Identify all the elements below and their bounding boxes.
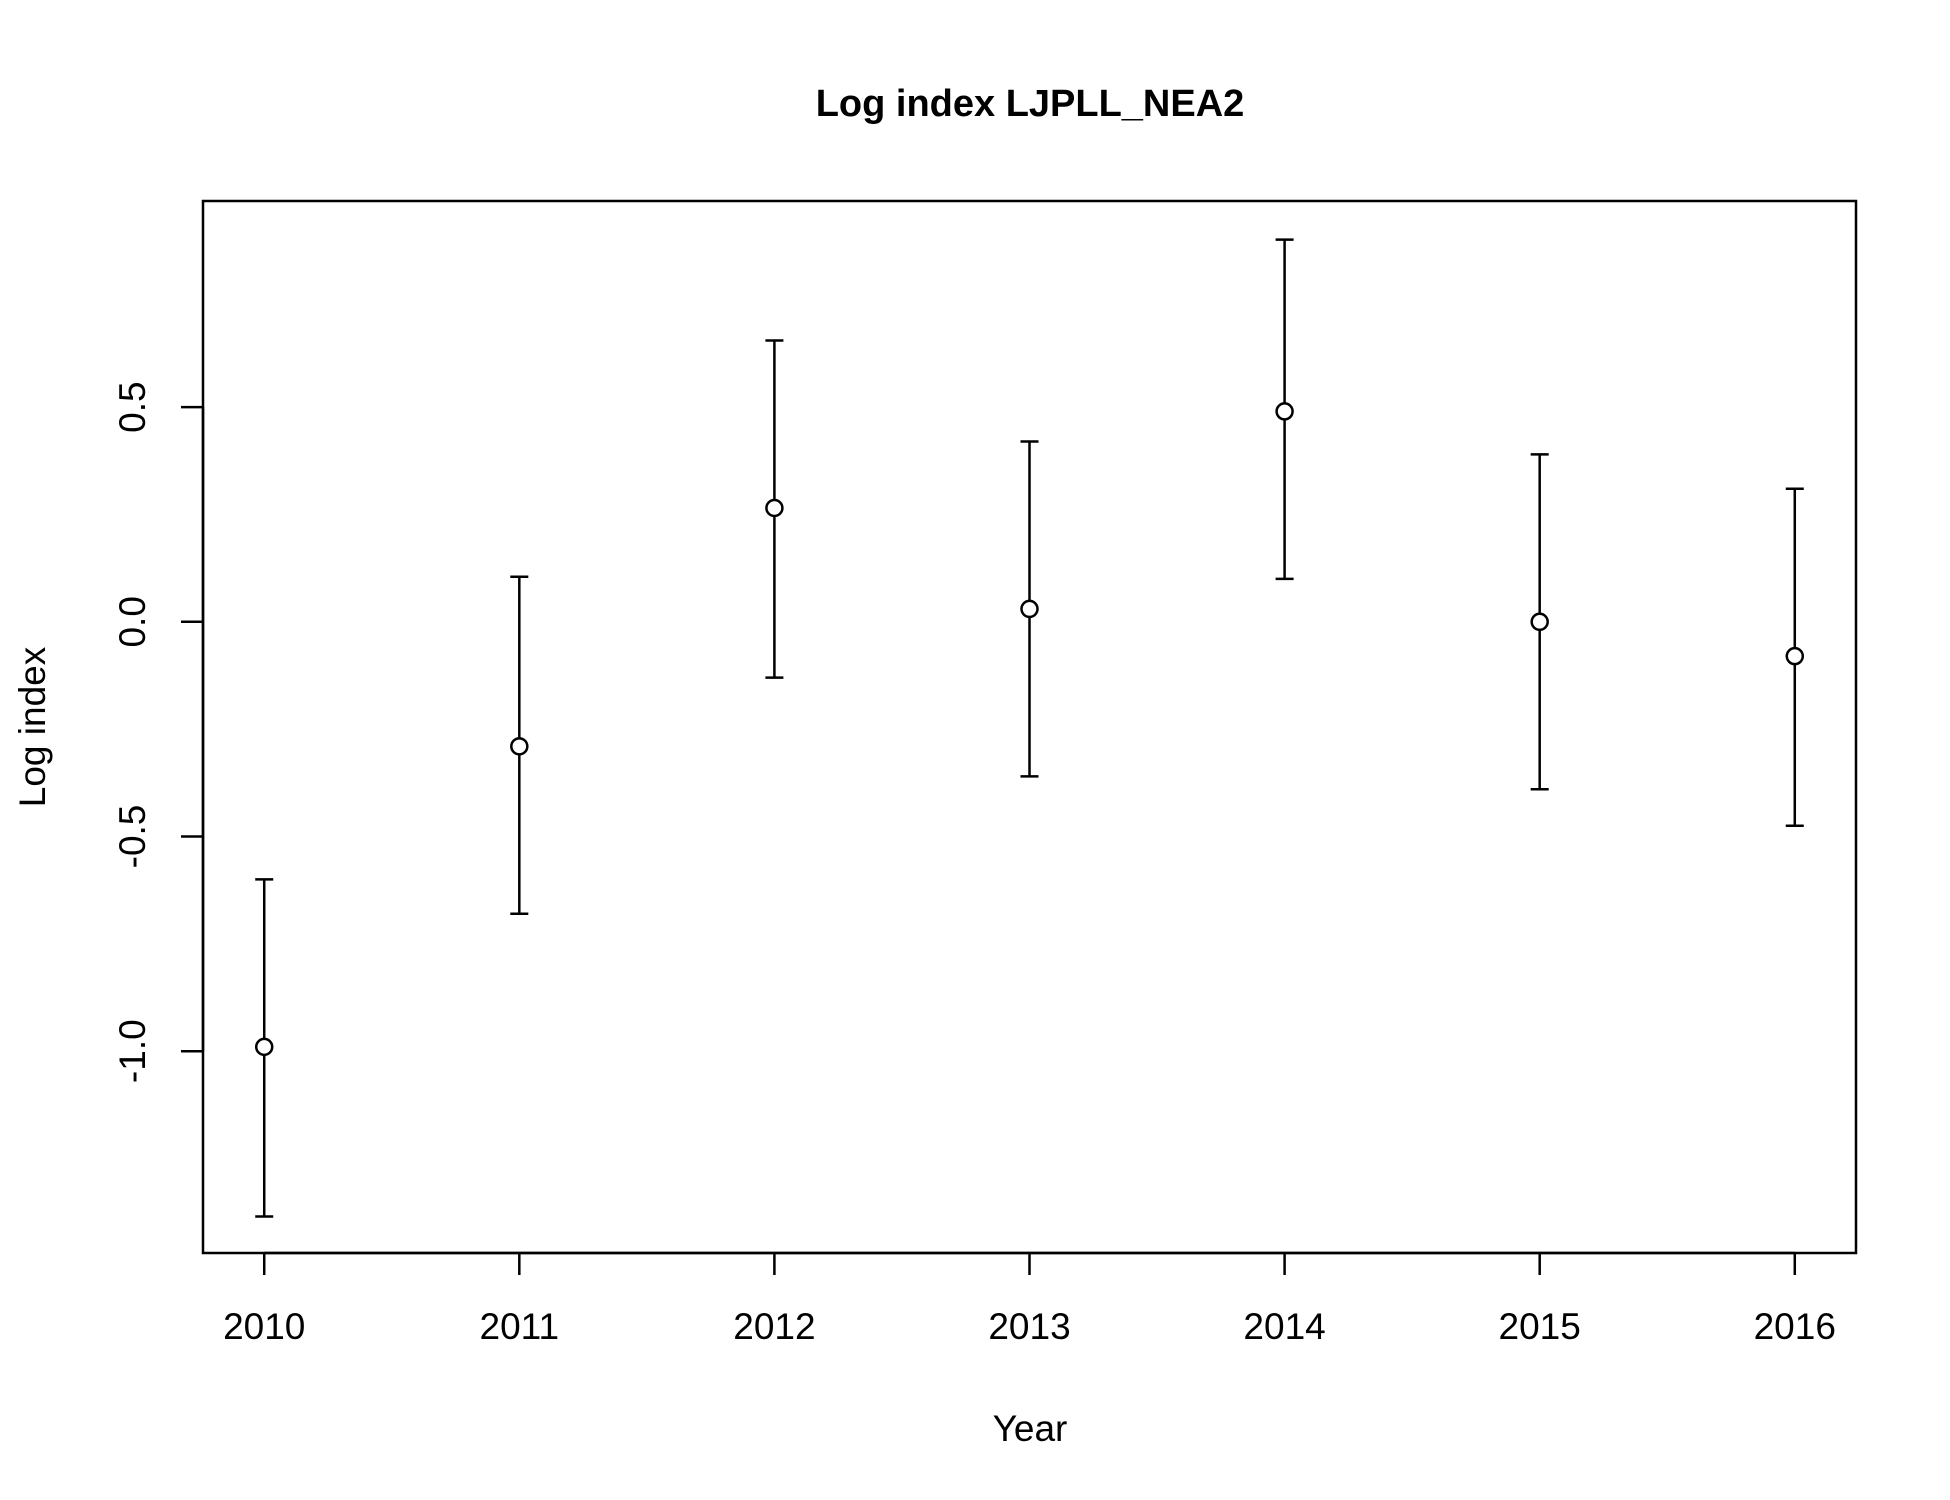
x-tick-label: 2013 — [988, 1306, 1070, 1347]
x-axis-label: Year — [993, 1408, 1068, 1449]
x-tick-label: 2012 — [733, 1306, 815, 1347]
x-tick-label: 2014 — [1243, 1306, 1325, 1347]
x-axis: 2010 2011 2012 2013 2014 2015 2016 — [223, 1251, 1836, 1347]
chart-title: Log index LJPLL_NEA2 — [816, 83, 1245, 125]
y-tick-label: -0.5 — [112, 805, 153, 869]
data-point — [254, 1037, 274, 1057]
y-axis-label: Log index — [12, 646, 53, 807]
data-point — [1530, 612, 1549, 632]
data-point — [1275, 402, 1294, 421]
x-tick-label: 2011 — [480, 1306, 560, 1347]
data-point — [1020, 599, 1039, 619]
data-point — [1785, 646, 1805, 666]
y-tick-label: 0.5 — [112, 381, 153, 432]
y-tick-label: 0.0 — [112, 596, 153, 647]
data-series — [254, 238, 1805, 1218]
data-point — [765, 498, 784, 518]
x-tick-label: 2010 — [223, 1306, 305, 1347]
y-axis: -1.0 -0.5 0.0 0.5 — [112, 381, 205, 1083]
data-point — [510, 737, 529, 756]
y-tick-label: -1.0 — [112, 1019, 153, 1083]
x-tick-label: 2016 — [1754, 1306, 1836, 1347]
x-tick-label: 2015 — [1499, 1306, 1581, 1347]
